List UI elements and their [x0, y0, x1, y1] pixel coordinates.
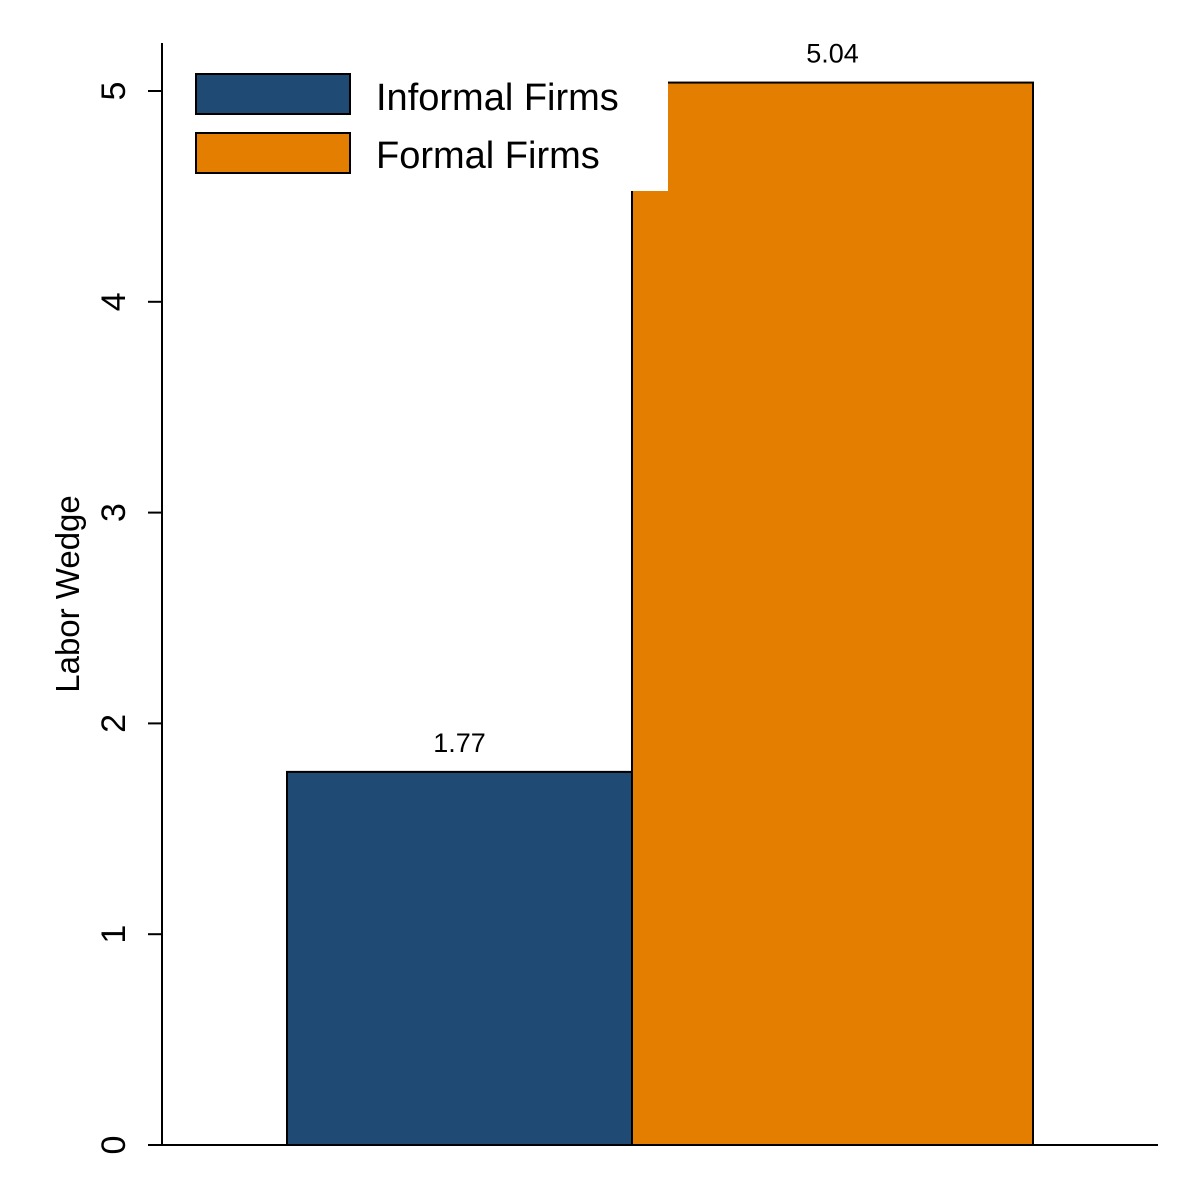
- bar-value-label: 5.04: [806, 39, 859, 69]
- y-tick-label: 3: [95, 503, 133, 522]
- legend-entry-label: Informal Firms: [376, 77, 619, 119]
- data-labels: 1.77 5.04: [433, 39, 859, 758]
- y-tick-label: 4: [95, 292, 133, 311]
- bar-formal-firms: [631, 81, 1034, 1147]
- legend: Informal Firms Formal Firms: [178, 62, 668, 191]
- legend-swatch: [195, 132, 351, 174]
- bar-informal-firms: [286, 770, 633, 1146]
- y-ticks: 0 1 2 3 4 5: [95, 82, 162, 1155]
- legend-entry-label: Formal Firms: [376, 135, 600, 177]
- axes: [148, 43, 1158, 1146]
- y-tick-label: 5: [95, 82, 133, 101]
- legend-swatch: [195, 73, 351, 115]
- y-tick-label: 0: [95, 1136, 133, 1155]
- bar-value-label: 1.77: [433, 728, 486, 758]
- y-axis-label: Labor Wedge: [49, 495, 86, 693]
- y-tick-label: 2: [95, 714, 133, 733]
- bars: [286, 81, 1034, 1147]
- y-tick-label: 1: [95, 925, 133, 944]
